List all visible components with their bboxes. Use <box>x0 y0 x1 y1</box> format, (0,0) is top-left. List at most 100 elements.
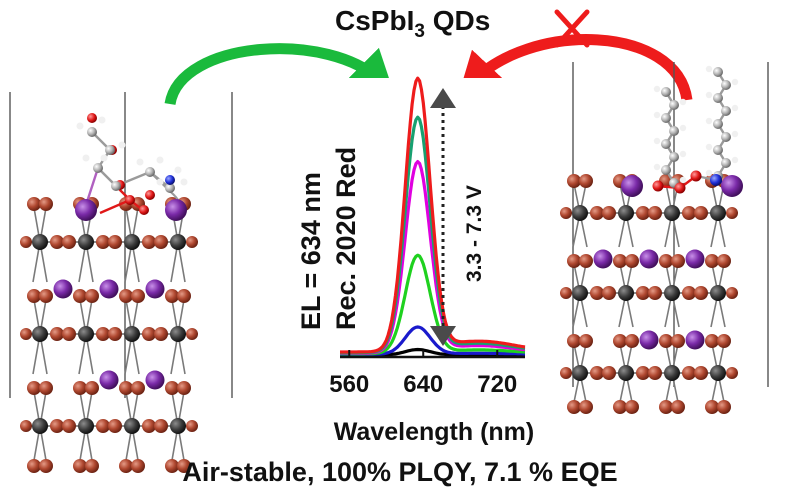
cross-mark-icon <box>554 9 590 48</box>
lead-atom <box>710 365 726 381</box>
lead-atom <box>170 326 186 342</box>
iodide-atom <box>108 419 122 433</box>
carbon-atom <box>93 163 103 173</box>
hydrogen-atom <box>731 130 739 138</box>
iodide-atom <box>671 400 685 414</box>
iodide-atom <box>20 420 32 432</box>
iodide-atom <box>648 206 662 220</box>
red-arrow <box>457 34 693 102</box>
iodide-atom <box>636 366 650 380</box>
carbon-atom <box>713 67 723 77</box>
left-crystal-structure <box>9 92 233 473</box>
iodide-atom <box>567 400 581 414</box>
lead-atom <box>710 205 726 221</box>
cesium-atom <box>721 175 743 197</box>
iodide-atom <box>27 197 41 211</box>
hydrogen-atom <box>705 169 713 177</box>
iodide-atom <box>694 206 708 220</box>
iodide-atom <box>96 327 110 341</box>
iodide-atom <box>625 254 639 268</box>
voltage-arrow-up-icon <box>430 88 456 108</box>
cesium-atom <box>99 279 119 299</box>
x-tick-label: 720 <box>477 371 517 398</box>
iodide-atom <box>85 459 99 473</box>
iodide-atom <box>613 334 627 348</box>
hydrogen-atom <box>679 98 687 106</box>
iodide-atom <box>567 334 581 348</box>
iodide-atom <box>648 286 662 300</box>
iodide-atom <box>186 328 198 340</box>
iodide-atom <box>648 366 662 380</box>
iodide-atom <box>682 286 696 300</box>
hydrogen-atom <box>118 141 126 149</box>
iodide-atom <box>186 420 198 432</box>
iodide-atom <box>659 400 673 414</box>
cesium-atom <box>685 330 705 350</box>
iodide-atom <box>694 286 708 300</box>
iodide-atom <box>108 327 122 341</box>
title-tail: QDs <box>425 5 490 36</box>
lead-atom <box>170 418 186 434</box>
iodide-atom <box>131 289 145 303</box>
iodide-atom <box>659 334 673 348</box>
title-subscript: 3 <box>414 21 425 42</box>
lead-atom <box>710 285 726 301</box>
iodide-atom <box>726 287 738 299</box>
iodide-atom <box>85 381 99 395</box>
molecule-bond <box>84 167 100 206</box>
lead-atom <box>32 418 48 434</box>
iodide-atom <box>625 334 639 348</box>
iodide-atom <box>50 327 64 341</box>
iodide-atom <box>659 254 673 268</box>
carbon-atom <box>661 139 671 149</box>
iodide-atom <box>625 400 639 414</box>
iodide-atom <box>154 419 168 433</box>
iodide-atom <box>671 334 685 348</box>
carbon-atom <box>721 132 731 142</box>
hydrogen-atom <box>156 156 164 164</box>
iodide-atom <box>154 327 168 341</box>
lead-atom <box>124 418 140 434</box>
cesium-atom <box>621 175 643 197</box>
voltage-range-label: 3.3 - 7.3 V <box>463 185 486 282</box>
lead-atom <box>618 285 634 301</box>
iodide-atom <box>131 459 145 473</box>
iodide-atom <box>131 381 145 395</box>
iodide-atom <box>165 459 179 473</box>
lead-atom <box>78 326 94 342</box>
lead-atom <box>572 205 588 221</box>
iodide-atom <box>567 254 581 268</box>
iodide-atom <box>717 334 731 348</box>
oxygen-atom <box>690 170 702 182</box>
iodide-atom <box>590 366 604 380</box>
lead-atom <box>124 326 140 342</box>
spectrum-series-6 <box>340 76 526 354</box>
iodide-atom <box>705 400 719 414</box>
iodide-atom <box>20 328 32 340</box>
chart-series-layer <box>340 76 526 357</box>
nitrogen-atom <box>710 174 722 186</box>
iodide-atom <box>108 235 122 249</box>
iodide-atom <box>579 174 593 188</box>
rec2020-label: Rec. 2020 Red <box>331 147 361 330</box>
iodide-atom <box>96 235 110 249</box>
cesium-atom <box>639 249 659 269</box>
lead-atom <box>664 285 680 301</box>
hydrogen-atom <box>76 122 84 130</box>
iodide-atom <box>62 327 76 341</box>
el-peak-label: EL = 634 nm <box>296 172 326 330</box>
carbon-atom <box>105 145 115 155</box>
cesium-atom <box>145 279 165 299</box>
lead-atom <box>572 285 588 301</box>
iodide-atom <box>560 287 572 299</box>
iodide-atom <box>579 334 593 348</box>
iodide-atom <box>20 236 32 248</box>
carbon-atom <box>87 127 97 137</box>
hydrogen-atom <box>705 143 713 151</box>
iodide-atom <box>177 289 191 303</box>
oxygen-atom <box>145 190 155 200</box>
iodide-atom <box>602 366 616 380</box>
iodide-atom <box>119 289 133 303</box>
iodide-atom <box>119 459 133 473</box>
